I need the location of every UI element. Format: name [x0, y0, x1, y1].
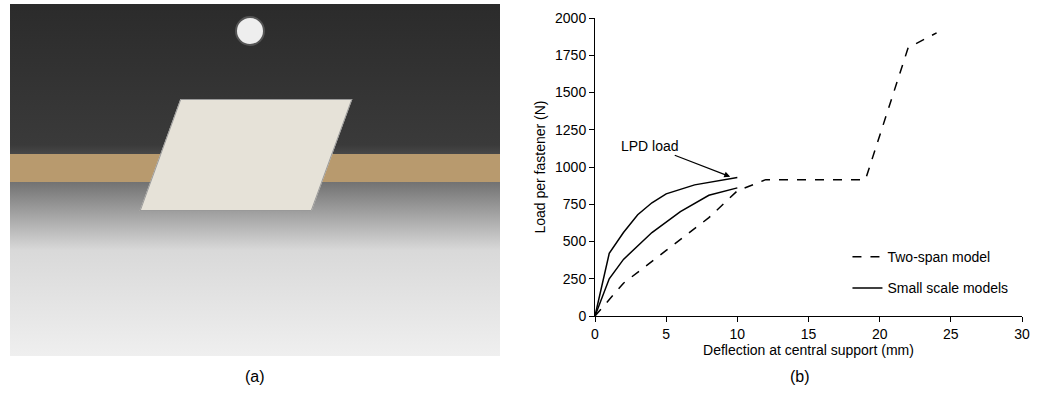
svg-text:0: 0	[591, 326, 599, 342]
svg-text:30: 30	[1014, 326, 1030, 342]
svg-text:5: 5	[662, 326, 670, 342]
svg-text:20: 20	[872, 326, 888, 342]
svg-text:Deflection at central support: Deflection at central support (mm)	[703, 342, 914, 358]
svg-text:1500: 1500	[555, 84, 586, 100]
svg-text:0: 0	[578, 308, 586, 324]
svg-text:1250: 1250	[555, 122, 586, 138]
svg-text:500: 500	[563, 233, 587, 249]
svg-text:1000: 1000	[555, 159, 586, 175]
svg-text:Small scale models: Small scale models	[887, 280, 1008, 296]
svg-text:Load per fastener (N): Load per fastener (N)	[532, 100, 548, 233]
svg-text:1750: 1750	[555, 47, 586, 63]
svg-text:Two-span model: Two-span model	[887, 249, 990, 265]
html-text:(b): (b)	[790, 368, 810, 385]
svg-text:2000: 2000	[555, 10, 586, 26]
svg-text:15: 15	[801, 326, 817, 342]
svg-text:250: 250	[563, 271, 587, 287]
svg-text:LPD load: LPD load	[621, 138, 679, 154]
html-text:(a): (a)	[245, 368, 265, 385]
svg-text:25: 25	[943, 326, 959, 342]
svg-text:10: 10	[730, 326, 746, 342]
svg-text:750: 750	[563, 196, 587, 212]
